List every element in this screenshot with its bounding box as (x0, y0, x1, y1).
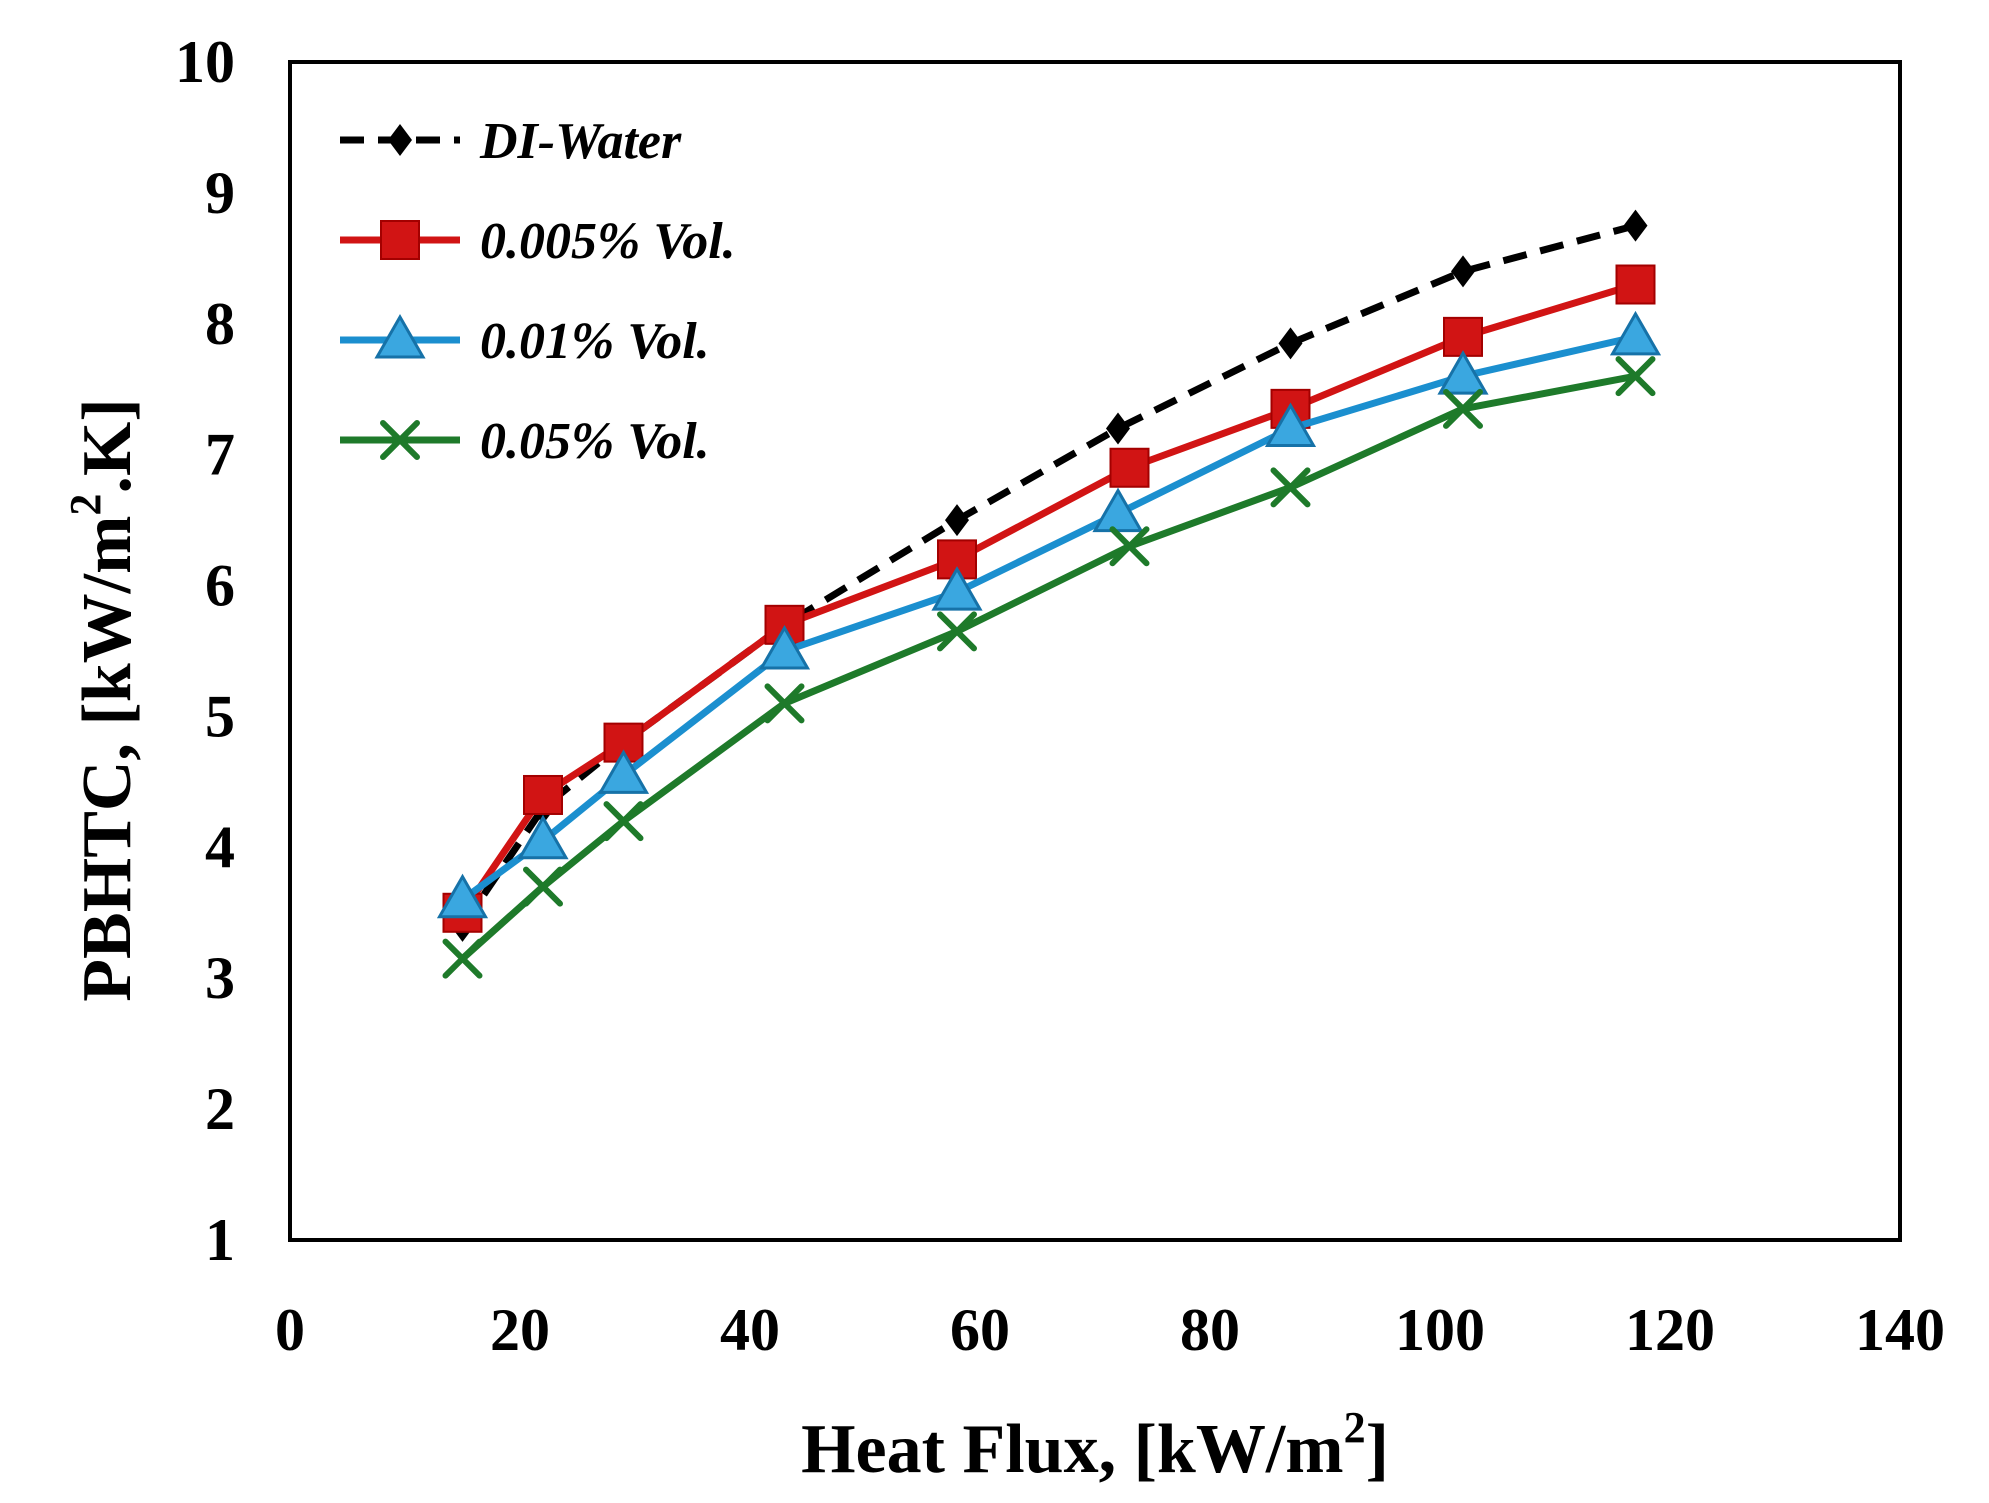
legend-label: 0.05% Vol. (480, 413, 710, 470)
data-point-square (523, 774, 563, 815)
x-tick-label: 140 (1855, 1297, 1945, 1363)
y-tick-label: 6 (205, 553, 235, 619)
legend-item: 0.05% Vol. (340, 413, 710, 470)
data-point-triangle (1264, 402, 1317, 447)
data-point-triangle (931, 566, 983, 611)
data-point-diamond (388, 124, 412, 156)
data-point-x (1615, 356, 1656, 397)
y-tick-labels: 1 2 3 4 5 6 7 8 9 10 (175, 29, 235, 1273)
x-tick-label: 120 (1625, 1297, 1715, 1363)
legend: DI-Water 0.005% Vol. 0.01% Vol. 0.05% Vol. (340, 113, 736, 470)
data-point-triangle (517, 814, 569, 860)
data-point-diamond (945, 504, 969, 537)
data-point-triangle (374, 313, 426, 359)
x-axis-title-superscript: 2 (1344, 1403, 1366, 1452)
data-point-x (523, 866, 563, 907)
y-tick-label: 10 (175, 29, 235, 95)
data-point-triangle (436, 873, 489, 919)
data-point-triangle (1437, 350, 1489, 395)
data-point-diamond (1623, 209, 1648, 242)
legend-label: DI-Water (479, 113, 682, 170)
data-point-triangle (1609, 310, 1662, 356)
series-triangle (436, 310, 1662, 919)
y-axis-title: PBHTC, [kW/m2.K] (61, 398, 146, 1001)
data-point-x (603, 801, 644, 842)
y-tick-label: 9 (205, 160, 235, 226)
legend-label: 0.005% Vol. (480, 213, 736, 270)
y-axis-title-superscript: 2 (61, 494, 110, 516)
data-point-diamond (1106, 412, 1130, 445)
series-square (442, 264, 1656, 933)
data-point-x (937, 611, 977, 652)
data-point-x (442, 938, 483, 979)
data-point-triangle (597, 749, 650, 794)
x-axis-title-main: Heat Flux, [kW/m (801, 1411, 1343, 1488)
legend-item: 0.005% Vol. (340, 213, 736, 270)
data-point-square (380, 220, 420, 260)
x-tick-label: 40 (720, 1297, 780, 1363)
series-layer (436, 209, 1662, 979)
legend-label: 0.01% Vol. (480, 313, 710, 370)
x-axis-title-end: ] (1366, 1411, 1389, 1488)
x-tick-labels: 0 20 40 60 80 100 120 140 (275, 1297, 1945, 1363)
data-point-x (1270, 467, 1311, 508)
data-point-triangle (1092, 487, 1144, 533)
y-tick-label: 5 (205, 683, 235, 749)
y-tick-label: 3 (205, 945, 235, 1011)
x-tick-label: 0 (275, 1297, 305, 1363)
data-point-x (1109, 526, 1150, 567)
data-point-x (380, 420, 420, 460)
series-x (442, 356, 1656, 979)
x-tick-label: 100 (1395, 1297, 1485, 1363)
plot-area-frame (288, 60, 1902, 1242)
y-tick-label: 8 (205, 291, 235, 357)
y-axis-title-main: PBHTC, [kW/m (69, 516, 146, 1002)
legend-item: 0.01% Vol. (340, 313, 710, 370)
x-tick-label: 20 (490, 1297, 550, 1363)
y-tick-label: 2 (205, 1076, 235, 1142)
data-point-square (1443, 316, 1483, 357)
legend-item: DI-Water (340, 113, 682, 170)
data-point-diamond (1451, 255, 1475, 288)
x-axis-title: Heat Flux, [kW/m2] (801, 1403, 1389, 1488)
x-tick-label: 60 (950, 1297, 1010, 1363)
data-point-diamond (1278, 327, 1303, 360)
y-tick-label: 4 (205, 814, 235, 880)
data-point-triangle (758, 624, 811, 670)
series-diamond (450, 209, 1648, 942)
data-point-square (1109, 447, 1150, 488)
x-tick-label: 80 (1180, 1297, 1240, 1363)
y-tick-label: 1 (205, 1207, 235, 1273)
data-point-square (1615, 264, 1656, 305)
y-axis-title-end: .K] (69, 398, 146, 493)
y-tick-label: 7 (205, 422, 235, 488)
data-point-x (764, 683, 805, 724)
data-point-x (1443, 388, 1483, 429)
